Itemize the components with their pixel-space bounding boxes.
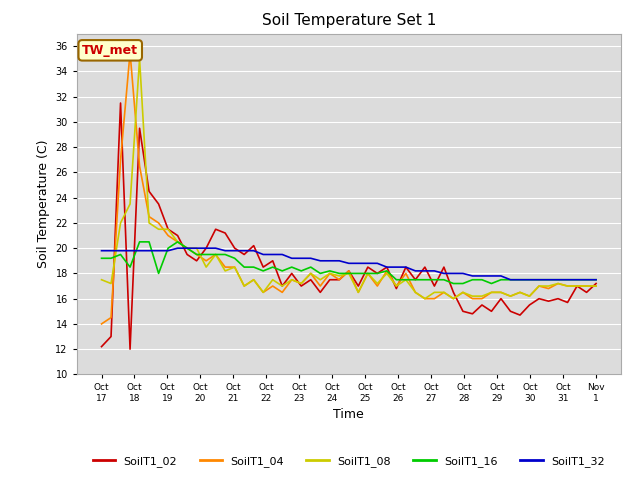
SoilT1_04 (241, 283, 248, 289)
SoilT1_04 (592, 283, 600, 289)
SoilT1_04 (402, 271, 410, 276)
SoilT1_02 (440, 264, 448, 270)
SoilT1_08 (431, 289, 438, 295)
SoilT1_16 (421, 277, 429, 283)
SoilT1_32 (431, 268, 438, 274)
SoilT1_02 (497, 296, 505, 301)
SoilT1_32 (98, 248, 106, 253)
SoilT1_16 (431, 277, 438, 283)
SoilT1_08 (241, 283, 248, 289)
SoilT1_32 (592, 277, 600, 283)
SoilT1_32 (174, 245, 182, 251)
SoilT1_08 (136, 56, 143, 62)
SoilT1_08 (98, 277, 106, 283)
SoilT1_02 (592, 281, 600, 287)
SoilT1_08 (402, 277, 410, 283)
Line: SoilT1_04: SoilT1_04 (102, 52, 596, 324)
SoilT1_32 (488, 273, 495, 279)
SoilT1_32 (402, 264, 410, 270)
SoilT1_16 (592, 277, 600, 283)
SoilT1_02 (98, 344, 106, 349)
Legend: SoilT1_02, SoilT1_04, SoilT1_08, SoilT1_16, SoilT1_32: SoilT1_02, SoilT1_04, SoilT1_08, SoilT1_… (88, 451, 609, 471)
SoilT1_32 (392, 264, 400, 270)
Line: SoilT1_08: SoilT1_08 (102, 59, 596, 299)
SoilT1_16 (449, 281, 457, 287)
SoilT1_08 (592, 283, 600, 289)
SoilT1_16 (402, 277, 410, 283)
Line: SoilT1_02: SoilT1_02 (102, 103, 596, 349)
SoilT1_04 (421, 296, 429, 301)
SoilT1_04 (545, 286, 552, 291)
SoilT1_04 (488, 289, 495, 295)
SoilT1_08 (440, 289, 448, 295)
X-axis label: Time: Time (333, 408, 364, 421)
SoilT1_02 (431, 283, 438, 289)
SoilT1_02 (402, 264, 410, 270)
SoilT1_32 (421, 268, 429, 274)
SoilT1_16 (136, 239, 143, 245)
SoilT1_02 (116, 100, 124, 106)
SoilT1_16 (241, 264, 248, 270)
SoilT1_16 (497, 277, 505, 283)
SoilT1_02 (250, 243, 257, 249)
SoilT1_04 (392, 283, 400, 289)
Y-axis label: Soil Temperature (C): Soil Temperature (C) (36, 140, 50, 268)
SoilT1_08 (497, 289, 505, 295)
SoilT1_04 (98, 321, 106, 327)
SoilT1_04 (126, 49, 134, 55)
SoilT1_08 (421, 296, 429, 301)
Text: TW_met: TW_met (82, 44, 138, 57)
SoilT1_02 (412, 277, 419, 283)
Title: Soil Temperature Set 1: Soil Temperature Set 1 (262, 13, 436, 28)
SoilT1_08 (392, 283, 400, 289)
SoilT1_32 (507, 277, 515, 283)
SoilT1_16 (392, 277, 400, 283)
SoilT1_32 (241, 248, 248, 253)
SoilT1_02 (126, 346, 134, 352)
Line: SoilT1_16: SoilT1_16 (102, 242, 596, 284)
SoilT1_16 (98, 255, 106, 261)
Line: SoilT1_32: SoilT1_32 (102, 248, 596, 280)
